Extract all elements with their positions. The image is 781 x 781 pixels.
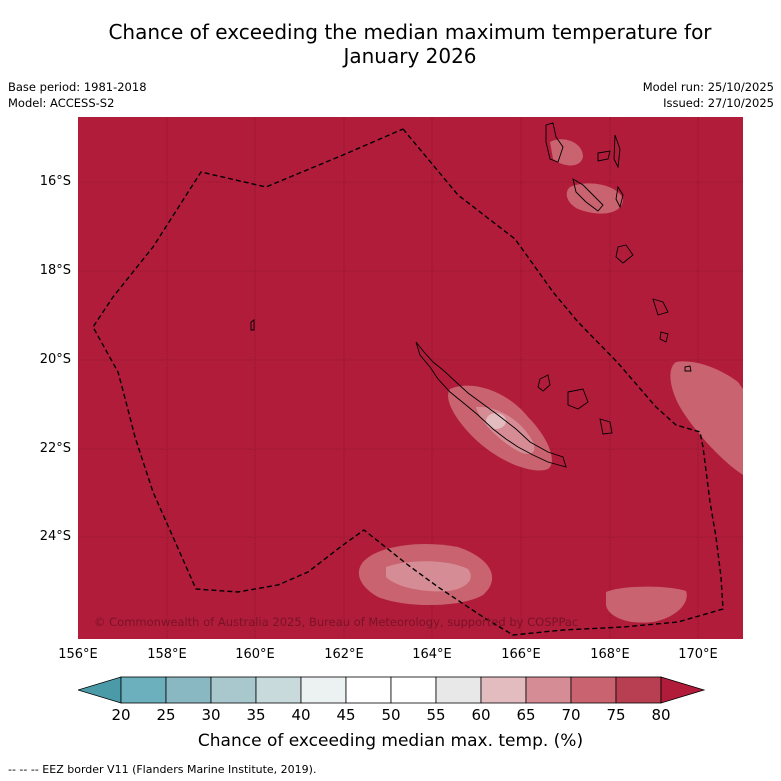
colorbar-tick-label: 35 (246, 706, 266, 724)
lon-label-166e: 166°E (501, 647, 541, 662)
lon-label-160e: 160°E (235, 647, 275, 662)
shade-vanuatu-mid (566, 183, 623, 214)
coast-loyalty-3 (599, 418, 613, 435)
shade-vanuatu-north (550, 139, 583, 166)
colorbar-tick-label: 20 (111, 706, 131, 724)
coast-walpole (684, 365, 692, 372)
colorbar-segment (480, 676, 527, 704)
colorbar-segments (120, 676, 662, 704)
lon-label-158e: 158°E (147, 647, 187, 662)
chart-title-line1: Chance of exceeding the median maximum t… (108, 20, 712, 44)
probability-shading (358, 139, 743, 623)
model-run: Model run: 25/10/2025 (642, 80, 774, 94)
colorbar-segment (525, 676, 572, 704)
lon-label-156e: 156°E (58, 647, 98, 662)
colorbar-segment (345, 676, 392, 704)
colorbar-tick-label: 65 (516, 706, 536, 724)
lon-label-162e: 162°E (324, 647, 364, 662)
base-period: Base period: 1981-2018 (8, 80, 147, 94)
coastlines (250, 122, 692, 468)
meta-right: Model run: 25/10/2025 Issued: 27/10/2025 (643, 79, 774, 111)
coast-vanuatu-6 (615, 244, 634, 264)
colorbar-segment (165, 676, 212, 704)
colorbar-tick-label: 25 (156, 706, 176, 724)
coast-vanuatu-8 (659, 331, 669, 343)
colorbar-tick-label: 55 (426, 706, 446, 724)
colorbar-segment (120, 676, 167, 704)
coast-new-caledonia (415, 341, 567, 468)
shade-nc-core (486, 413, 506, 429)
colorbar-segment (300, 676, 347, 704)
colorbar-tick-label: 50 (381, 706, 401, 724)
eez-border (92, 128, 724, 636)
chart-title-line2: January 2026 (343, 44, 477, 68)
colorbar (78, 676, 706, 704)
colorbar-high-arrow (660, 676, 706, 704)
colorbar-segment (570, 676, 617, 704)
lon-label-164e: 164°E (412, 647, 452, 662)
coast-loyalty-1 (537, 374, 551, 392)
colorbar-tick-label: 70 (561, 706, 581, 724)
colorbar-segment (390, 676, 437, 704)
lat-label-18s: 18°S (39, 263, 71, 278)
lon-label-168e: 168°E (590, 647, 630, 662)
colorbar-segment (210, 676, 257, 704)
map-panel: © Commonwealth of Australia 2025, Bureau… (78, 117, 743, 639)
lon-label-170e: 170°E (678, 647, 718, 662)
graticule (78, 117, 743, 639)
colorbar-segment (435, 676, 482, 704)
colorbar-tick-label: 30 (201, 706, 221, 724)
colorbar-segment (615, 676, 662, 704)
colorbar-label: Chance of exceeding median max. temp. (%… (197, 731, 584, 751)
coast-vanuatu-4 (572, 178, 604, 212)
colorbar-tick-label: 40 (291, 706, 311, 724)
colorbar-tick-label: 80 (651, 706, 671, 724)
colorbar-tick-label: 45 (336, 706, 356, 724)
eez-footnote: -- -- -- EEZ border V11 (Flanders Marine… (8, 763, 317, 776)
colorbar-tick-label: 60 (471, 706, 491, 724)
colorbar-tick-label: 75 (606, 706, 626, 724)
lat-label-24s: 24°S (39, 529, 71, 544)
lat-label-16s: 16°S (39, 174, 71, 189)
lat-label-20s: 20°S (39, 352, 71, 367)
shade-southeast-region (606, 586, 687, 623)
map-copyright: © Commonwealth of Australia 2025, Bureau… (94, 615, 578, 629)
shade-east-region (670, 361, 743, 475)
coast-vanuatu-2 (597, 150, 611, 162)
coast-vanuatu-1 (545, 122, 564, 163)
lat-label-22s: 22°S (39, 441, 71, 456)
model-name: Model: ACCESS-S2 (8, 96, 115, 110)
shade-south-inner (386, 561, 471, 592)
coast-chesterfield (250, 319, 255, 331)
coast-loyalty-2 (567, 388, 589, 410)
meta-left: Base period: 1981-2018 Model: ACCESS-S2 (8, 79, 147, 111)
coast-vanuatu-5 (615, 185, 624, 209)
coast-vanuatu-7 (652, 298, 669, 316)
colorbar-low-arrow (78, 676, 122, 704)
coast-vanuatu-3 (613, 134, 621, 169)
colorbar-segment (255, 676, 302, 704)
issued-date: Issued: 27/10/2025 (663, 96, 774, 110)
